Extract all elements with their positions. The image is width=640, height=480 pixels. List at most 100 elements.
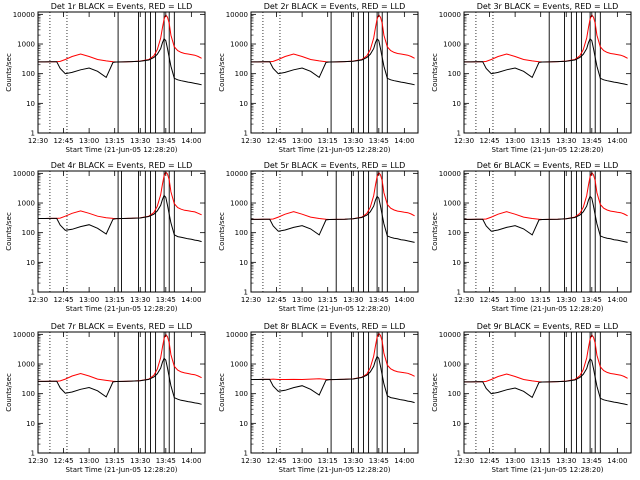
panel-3-frame — [463, 11, 632, 134]
panel-1-ytick-label-3: 1000 — [17, 41, 35, 49]
panel-1-xtick-label-0: 12:30 — [28, 137, 48, 145]
panel-2-xtick-label-3: 13:15 — [318, 137, 338, 145]
panel-6-ytick-label-3: 1000 — [443, 200, 461, 208]
panel-5-frame — [250, 170, 419, 293]
panel-3-xtick-label-5: 13:45 — [582, 137, 602, 145]
panel-4-events-line — [38, 194, 202, 243]
panel-4-ytick-label-1: 10 — [26, 259, 35, 267]
panel-7-xtick-label-4: 13:30 — [130, 457, 150, 465]
panel-6-ytick-label-2: 100 — [448, 229, 461, 237]
panel-9-xtick-label-0: 12:30 — [454, 457, 474, 465]
panel-8-ylabel: Counts/sec — [218, 373, 226, 412]
panel-4-xtick-label-2: 13:00 — [79, 296, 99, 304]
panel-9-ytick-label-4: 10000 — [439, 331, 461, 339]
panel-1-xtick-label-4: 13:30 — [130, 137, 150, 145]
panel-4-xtick-label-6: 14:00 — [181, 296, 201, 304]
panel-7-ytick-label-4: 10000 — [13, 331, 35, 339]
panel-5-xtick-label-2: 13:00 — [292, 296, 312, 304]
panel-1-ytick-label-1: 10 — [26, 100, 35, 108]
panel-3-xtick-label-2: 13:00 — [505, 137, 525, 145]
panel-2-ytick-label-4: 10000 — [226, 11, 248, 19]
panel-1-xtick-label-3: 13:15 — [105, 137, 125, 145]
panel-5-xtick-label-0: 12:30 — [241, 296, 261, 304]
panel-7-xtick-label-0: 12:30 — [28, 457, 48, 465]
panel-3-xlabel: Start Time (21-Jun-05 12:28:20) — [492, 146, 604, 154]
panel-6-xtick-label-5: 13:45 — [582, 296, 602, 304]
panel-7-ytick-label-0: 1 — [31, 450, 35, 458]
panel-1-xtick-label-1: 12:45 — [53, 137, 73, 145]
panel-6-ylabel: Counts/sec — [431, 212, 439, 251]
panel-8-ytick-label-2: 100 — [235, 390, 248, 398]
panel-3-xtick-label-0: 12:30 — [454, 137, 474, 145]
panel-1-xlabel: Start Time (21-Jun-05 12:28:20) — [66, 146, 178, 154]
panel-3-lld-line — [464, 14, 628, 63]
panel-9-xtick-label-6: 14:00 — [607, 457, 627, 465]
panel-2-frame — [250, 11, 419, 134]
panel-5-events-line — [251, 195, 415, 243]
panel-6-ytick-label-4: 10000 — [439, 170, 461, 178]
panel-4-frame — [37, 170, 206, 293]
panel-6-lld-line — [464, 171, 628, 221]
panel-6-events-line — [464, 195, 628, 243]
panel-7-ytick-label-3: 1000 — [17, 361, 35, 369]
panel-6-title: Det 6r BLACK = Events, RED = LLD — [477, 161, 619, 170]
panel-3-ytick-label-3: 1000 — [443, 41, 461, 49]
panel-9-ytick-label-3: 1000 — [443, 361, 461, 369]
panel-6-frame — [463, 170, 632, 293]
panel-6-xlabel: Start Time (21-Jun-05 12:28:20) — [492, 305, 604, 313]
panel-2-ytick-label-2: 100 — [235, 70, 248, 78]
panel-8-events-line — [251, 355, 415, 404]
panel-2-lld-line — [251, 14, 415, 63]
panel-5-ytick-label-1: 10 — [239, 259, 248, 267]
panel-8-frame — [250, 331, 419, 454]
panel-7-events-line — [38, 357, 202, 405]
panel-1-events-line — [38, 37, 202, 86]
panel-9-xtick-label-3: 13:15 — [531, 457, 551, 465]
panel-9-xlabel: Start Time (21-Jun-05 12:28:20) — [492, 466, 604, 474]
panel-1-xtick-label-6: 14:00 — [181, 137, 201, 145]
panel-7-ytick-label-1: 10 — [26, 420, 35, 428]
panel-1-ytick-label-0: 1 — [31, 130, 35, 138]
panel-4-ytick-label-2: 100 — [22, 229, 35, 237]
panel-3-xtick-label-1: 12:45 — [479, 137, 499, 145]
panel-9-xtick-label-5: 13:45 — [582, 457, 602, 465]
panel-4-xtick-label-4: 13:30 — [130, 296, 150, 304]
panel-9-ytick-label-1: 10 — [452, 420, 461, 428]
panel-2-ytick-label-0: 1 — [244, 130, 248, 138]
panel-9-title: Det 9r BLACK = Events, RED = LLD — [477, 322, 619, 331]
panel-4-ytick-label-3: 1000 — [17, 200, 35, 208]
panel-1-frame — [37, 11, 206, 134]
panel-5-title: Det 5r BLACK = Events, RED = LLD — [264, 161, 406, 170]
panel-6-ytick-label-0: 1 — [457, 289, 461, 297]
panel-3-xtick-label-6: 14:00 — [607, 137, 627, 145]
panel-7-xtick-label-2: 13:00 — [79, 457, 99, 465]
panel-5-ytick-label-0: 1 — [244, 289, 248, 297]
panel-8-xtick-label-3: 13:15 — [318, 457, 338, 465]
panel-1-xtick-label-5: 13:45 — [156, 137, 176, 145]
panel-4-xtick-label-0: 12:30 — [28, 296, 48, 304]
panel-9-ytick-label-0: 1 — [457, 450, 461, 458]
panel-8-ytick-label-1: 10 — [239, 420, 248, 428]
panel-6-xtick-label-4: 13:30 — [556, 296, 576, 304]
panel-2-title: Det 2r BLACK = Events, RED = LLD — [264, 2, 406, 11]
panel-5-ytick-label-4: 10000 — [226, 170, 248, 178]
panel-6-xtick-label-1: 12:45 — [479, 296, 499, 304]
panel-4-lld-line — [38, 171, 202, 220]
panel-7-ytick-label-2: 100 — [22, 390, 35, 398]
panel-1-lld-line — [38, 14, 202, 63]
panel-6-xtick-label-6: 14:00 — [607, 296, 627, 304]
panel-9-events-line — [464, 357, 628, 406]
panel-8-xtick-label-5: 13:45 — [369, 457, 389, 465]
panel-5-ytick-label-3: 1000 — [230, 200, 248, 208]
panel-8-ytick-label-3: 1000 — [230, 361, 248, 369]
panel-8-xtick-label-1: 12:45 — [266, 457, 286, 465]
panel-9-lld-line — [464, 334, 628, 383]
panel-2-xtick-label-5: 13:45 — [369, 137, 389, 145]
panel-3-ytick-label-4: 10000 — [439, 11, 461, 19]
panel-5-xlabel: Start Time (21-Jun-05 12:28:20) — [279, 305, 391, 313]
panel-6-xtick-label-0: 12:30 — [454, 296, 474, 304]
panel-4-title: Det 4r BLACK = Events, RED = LLD — [51, 161, 193, 170]
panel-9-ylabel: Counts/sec — [431, 373, 439, 412]
panel-5-ytick-label-2: 100 — [235, 229, 248, 237]
